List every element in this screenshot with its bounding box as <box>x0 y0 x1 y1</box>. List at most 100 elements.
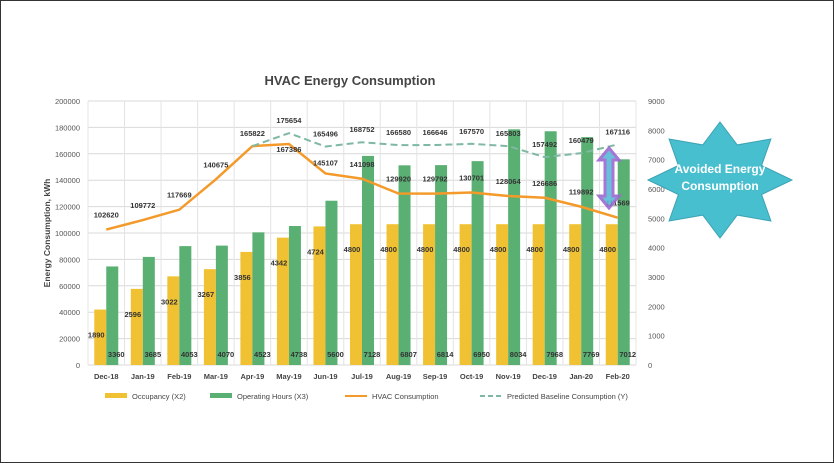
x-tick-label: Jul-19 <box>351 372 373 381</box>
y-tick-label: 180000 <box>55 123 80 132</box>
y-tick-label: 120000 <box>55 203 80 212</box>
line-data-label: 102620 <box>94 211 119 220</box>
y-tick-label: 140000 <box>55 176 80 185</box>
line-data-label: 145107 <box>313 158 338 167</box>
y-tick-label: 80000 <box>59 255 80 264</box>
bar-occupancy <box>350 224 362 365</box>
bar-operating-hours <box>288 226 301 365</box>
bar-operating-hours <box>325 200 338 365</box>
line-data-label: 166646 <box>423 128 448 137</box>
line-data-label: 157492 <box>532 140 557 149</box>
bar-occupancy <box>569 224 582 365</box>
legend-swatch <box>105 393 127 398</box>
bar-data-label: 3856 <box>234 273 251 282</box>
x-tick-label: Dec-19 <box>532 372 557 381</box>
bar-operating-hours <box>252 232 265 365</box>
y-tick-label: 20000 <box>59 335 80 344</box>
y2-tick-label: 1000 <box>648 332 665 341</box>
line-data-label: 117669 <box>167 191 192 200</box>
baseline-line <box>252 132 618 159</box>
bar-data-label: 3685 <box>144 350 161 359</box>
bar-occupancy <box>459 224 472 365</box>
x-tick-label: Sep-19 <box>423 372 448 381</box>
x-tick-label: Oct-19 <box>460 372 483 381</box>
bar-occupancy <box>167 276 180 365</box>
legend-label: HVAC Consumption <box>372 392 439 401</box>
y2-tick-label: 5000 <box>648 214 665 223</box>
bar-data-label: 4724 <box>307 247 325 256</box>
x-tick-label: Apr-19 <box>241 372 265 381</box>
bar-operating-hours <box>398 165 411 365</box>
line-data-label: 167116 <box>605 127 630 136</box>
bar-data-label: 7968 <box>546 350 563 359</box>
avoided-energy-callout: Avoided Energy Consumption <box>646 121 794 239</box>
bar-occupancy <box>203 269 216 365</box>
y2-tick-label: 4000 <box>648 244 665 253</box>
bar-operating-hours <box>435 165 448 365</box>
bar-data-label: 4053 <box>181 350 198 359</box>
bar-data-label: 6807 <box>400 350 417 359</box>
bar-data-label: 6814 <box>437 350 455 359</box>
line-data-label: 140675 <box>203 160 228 169</box>
bar-data-label: 6950 <box>473 350 490 359</box>
y-tick-label: 100000 <box>55 229 80 238</box>
bar-occupancy <box>276 237 289 365</box>
line-data-label: 175654 <box>276 116 302 125</box>
y2-tick-label: 2000 <box>648 302 665 311</box>
bar-operating-hours <box>544 131 557 365</box>
bar-occupancy <box>313 226 326 365</box>
bar-data-label: 3022 <box>161 297 178 306</box>
bar-operating-hours <box>471 161 484 365</box>
double-arrow-icon <box>595 145 623 211</box>
bar-operating-hours <box>362 155 374 365</box>
bar-occupancy <box>423 224 436 365</box>
x-tick-label: Feb-19 <box>167 372 191 381</box>
x-tick-label: Jan-20 <box>569 372 593 381</box>
bar-data-label: 4800 <box>526 245 543 254</box>
bar-data-label: 7012 <box>619 350 636 359</box>
x-tick-label: Jun-19 <box>313 372 337 381</box>
starburst-shape <box>646 121 794 239</box>
x-tick-label: Mar-19 <box>204 372 228 381</box>
bar-data-label: 4738 <box>291 350 308 359</box>
y2-tick-label: 8000 <box>648 126 665 135</box>
line-data-label: 119892 <box>569 188 594 197</box>
y2-tick-label: 9000 <box>648 97 665 106</box>
bar-occupancy <box>532 224 545 365</box>
callout-text-line2: Consumption <box>681 179 758 193</box>
x-tick-label: Jan-19 <box>131 372 155 381</box>
bar-data-label: 1890 <box>88 331 105 340</box>
bar-data-label: 4523 <box>254 350 271 359</box>
bar-operating-hours <box>508 129 521 365</box>
bar-data-label: 4800 <box>453 245 470 254</box>
x-tick-label: May-19 <box>276 372 301 381</box>
y-axis-label: Energy Consumption, kWh <box>42 179 52 288</box>
line-data-label: 128064 <box>496 177 522 186</box>
line-data-label: 129920 <box>386 175 411 184</box>
legend-label: Occupancy (X2) <box>132 392 186 401</box>
legend-swatch <box>210 393 232 398</box>
bar-operating-hours <box>106 266 119 365</box>
bar-data-label: 4800 <box>599 245 616 254</box>
line-data-label: 168752 <box>349 125 374 134</box>
y-tick-label: 60000 <box>59 282 80 291</box>
x-tick-label: Aug-19 <box>386 372 411 381</box>
line-data-label: 130701 <box>459 173 484 182</box>
bar-operating-hours <box>179 246 192 365</box>
bar-data-label: 4342 <box>271 259 288 268</box>
bar-data-label: 2596 <box>124 310 141 319</box>
y2-tick-label: 7000 <box>648 156 665 165</box>
y-tick-label: 0 <box>76 361 80 370</box>
y-tick-label: 200000 <box>55 97 80 106</box>
bar-operating-hours <box>142 256 155 365</box>
legend-label: Operating Hours (X3) <box>237 392 309 401</box>
bar-data-label: 3360 <box>108 350 125 359</box>
y-tick-label: 160000 <box>55 150 80 159</box>
hvac-line <box>105 142 619 231</box>
line-data-label: 141098 <box>349 160 374 169</box>
bar-operating-hours <box>215 245 228 365</box>
line-data-label: 129792 <box>423 175 448 184</box>
bar-data-label: 4800 <box>344 245 361 254</box>
bar-data-label: 4070 <box>218 350 235 359</box>
